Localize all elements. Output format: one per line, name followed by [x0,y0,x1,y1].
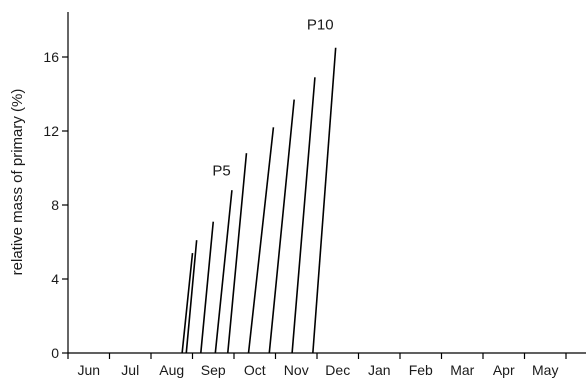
month-label-jul: Jul [121,362,139,378]
y-ticks: 0 4 8 12 16 [43,49,68,361]
month-label-mar: Mar [450,362,474,378]
month-label-may: May [532,362,558,378]
y-axis-label: relative mass of primary (%) [9,89,26,276]
y-tick-label-12: 12 [43,123,59,139]
month-label-dec: Dec [325,362,350,378]
series-line-1 [181,253,194,354]
y-tick-label-4: 4 [51,271,59,287]
month-label-oct: Oct [244,362,266,378]
annotation-p10: P10 [307,16,334,33]
annotation-p5: P5 [212,162,230,179]
y-tick-label-16: 16 [43,49,59,65]
series-line-5 [226,153,248,354]
month-label-apr: Apr [493,362,515,378]
month-label-nov: Nov [284,362,309,378]
series-line-7 [268,99,295,354]
y-tick-label-8: 8 [51,197,59,213]
series-line-2 [185,240,198,354]
series-line-6 [247,127,275,354]
series-line-3 [200,221,215,354]
month-label-jan: Jan [368,362,391,378]
series-lines [181,47,337,354]
series-line-8 [291,77,316,354]
month-label-jun: Jun [77,362,100,378]
month-label-feb: Feb [409,362,433,378]
annotations: P5 P10 [212,16,333,179]
month-label-sep: Sep [201,362,226,378]
series-line-4 [214,190,233,354]
month-label-aug: Aug [159,362,184,378]
y-tick-label-0: 0 [51,345,59,361]
series-line-9 [312,47,337,354]
x-ticks: Jun Jul Aug Sep Oct Nov Dec Jan Feb Mar Apr May [67,353,567,378]
axes: 0 4 8 12 16 Jun Jul Aug Sep Oct Nov Dec Jan Feb Mar Ap… [43,12,586,378]
